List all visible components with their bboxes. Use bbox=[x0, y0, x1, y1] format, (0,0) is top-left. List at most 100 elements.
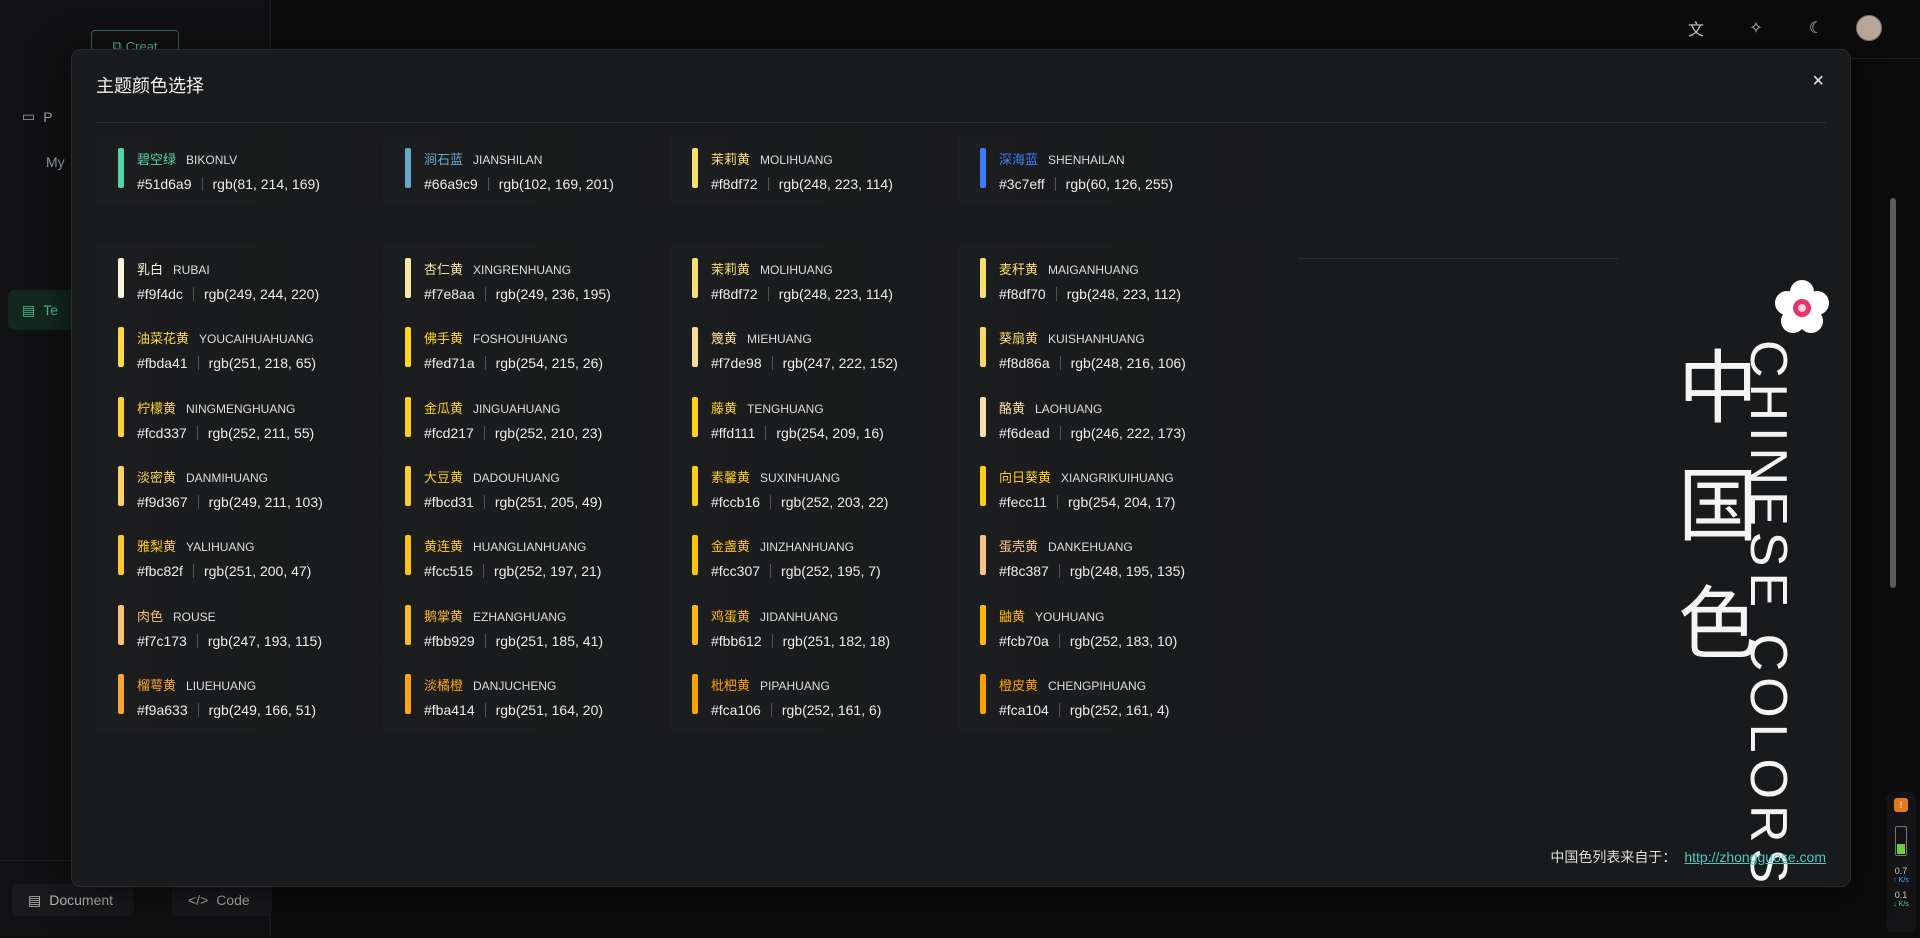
color-rgb: rgb(252, 203, 22) bbox=[781, 493, 889, 510]
divider bbox=[484, 287, 486, 301]
color-card[interactable]: 涧石蓝 JIANSHILAN #66a9c9 rgb(102, 169, 201) bbox=[383, 135, 723, 205]
color-swatch bbox=[118, 673, 124, 714]
color-name-cn: 乳白 bbox=[137, 262, 164, 277]
avatar[interactable] bbox=[1856, 15, 1882, 41]
color-swatch bbox=[405, 258, 411, 298]
close-icon[interactable]: × bbox=[1812, 70, 1824, 92]
divider bbox=[192, 287, 194, 301]
color-rgb: rgb(248, 223, 114) bbox=[778, 176, 893, 192]
color-name-cn: 金盏黄 bbox=[711, 539, 751, 555]
color-swatch bbox=[118, 396, 124, 437]
color-card[interactable]: 杏仁黄 XINGRENHUANG #f7e8aa rgb(249, 236, 195) bbox=[383, 245, 723, 315]
color-name: 涧石蓝 JIANSHILAN bbox=[424, 149, 542, 168]
color-name-pinyin: MAIGANHUANG bbox=[1048, 263, 1139, 277]
color-card[interactable]: 鸡蛋黄 JIDANHUANG #fbb612 rgb(251, 182, 18) bbox=[670, 591, 1010, 662]
color-values: #f8df72 rgb(248, 223, 114) bbox=[711, 286, 893, 302]
color-rgb: rgb(246, 222, 173) bbox=[1070, 424, 1186, 441]
color-card[interactable]: 柠檬黄 NINGMENGHUANG #fcd337 rgb(252, 211, 55) bbox=[96, 383, 436, 454]
color-name: 酪黄 LAOHUANG bbox=[999, 398, 1102, 417]
color-name-pinyin: EZHANGHUANG bbox=[473, 609, 567, 624]
color-swatch bbox=[980, 535, 986, 576]
color-hex: #fccb16 bbox=[711, 493, 761, 510]
sidebar-item-p[interactable]: ▭ P bbox=[22, 108, 53, 125]
divider bbox=[483, 494, 485, 509]
color-rgb: rgb(252, 183, 10) bbox=[1069, 632, 1178, 649]
code-label: Code bbox=[216, 892, 250, 908]
color-name: 茉莉黄 MOLIHUANG bbox=[711, 259, 833, 278]
color-name-pinyin: SUXINHUANG bbox=[760, 470, 841, 485]
color-card[interactable]: 藤黄 TENGHUANG #ffd111 rgb(254, 209, 16) bbox=[670, 383, 1010, 454]
color-card[interactable]: 酪黄 LAOHUANG #f6dead rgb(246, 222, 173) bbox=[958, 383, 1298, 454]
color-hex: #fbc82f bbox=[137, 563, 183, 580]
color-card[interactable]: 乳白 RUBAI #f9f4dc rgb(249, 244, 220) bbox=[96, 245, 436, 315]
color-rgb: rgb(247, 222, 152) bbox=[782, 355, 898, 372]
color-hex: #51d6a9 bbox=[137, 176, 192, 192]
color-card[interactable]: 向日葵黄 XIANGRIKUIHUANG #fecc11 rgb(254, 204, … bbox=[958, 452, 1298, 523]
color-card[interactable]: 油菜花黄 YOUCAIHUAHUANG #fbda41 rgb(251, 218, 6… bbox=[96, 314, 436, 385]
scrollbar[interactable] bbox=[1890, 198, 1896, 588]
color-values: #f8df72 rgb(248, 223, 114) bbox=[711, 176, 893, 192]
color-name: 黄连黄 HUANGLIANHUANG bbox=[424, 536, 586, 555]
document-button[interactable]: ▤ Document bbox=[12, 884, 134, 916]
color-name: 鹅掌黄 EZHANGHUANG bbox=[424, 606, 566, 625]
color-rgb: rgb(251, 205, 49) bbox=[494, 493, 603, 510]
color-card[interactable]: 深海蓝 SHENHAILAN #3c7eff rgb(60, 126, 255) bbox=[958, 135, 1298, 205]
divider bbox=[197, 494, 199, 509]
color-name-pinyin: JINZHANHUANG bbox=[760, 540, 855, 555]
document-icon: ▤ bbox=[28, 891, 42, 908]
color-rgb: rgb(252, 210, 23) bbox=[494, 424, 603, 441]
color-rgb: rgb(252, 197, 21) bbox=[494, 563, 602, 580]
color-name-cn: 榴萼黄 bbox=[137, 677, 177, 693]
color-rgb: rgb(248, 223, 114) bbox=[778, 286, 893, 302]
color-values: #fbb929 rgb(251, 185, 41) bbox=[424, 633, 603, 649]
color-card[interactable]: 枇杷黄 PIPAHUANG #fca106 rgb(252, 161, 6) bbox=[670, 660, 1010, 731]
color-card[interactable]: 素馨黄 SUXINHUANG #fccb16 rgb(252, 203, 22) bbox=[670, 452, 1010, 523]
color-name-pinyin: SHENHAILAN bbox=[1048, 153, 1125, 167]
color-card[interactable]: 榴萼黄 LIUEHUANG #f9a633 rgb(249, 166, 51) bbox=[96, 660, 436, 731]
color-name-cn: 藤黄 bbox=[711, 400, 738, 416]
color-card[interactable]: 大豆黄 DADOUHUANG #fbcd31 rgb(251, 205, 49) bbox=[383, 452, 723, 523]
color-swatch bbox=[692, 396, 698, 437]
shield-icon: ! bbox=[1894, 798, 1908, 812]
color-card[interactable]: 橙皮黄 CHENGPIHUANG #fca104 rgb(252, 161, 4) bbox=[958, 660, 1298, 731]
color-card[interactable]: 淡橘橙 DANJUCHENG #fba414 rgb(251, 164, 20) bbox=[383, 660, 723, 731]
color-card[interactable]: 葵扇黄 KUISHANHUANG #f8d86a rgb(248, 216, 106) bbox=[958, 314, 1298, 385]
color-card[interactable]: 雅梨黄 YALIHUANG #fbc82f rgb(251, 200, 47) bbox=[96, 522, 436, 593]
code-button[interactable]: </> Code bbox=[172, 884, 272, 916]
color-values: #fecc11 rgb(254, 204, 17) bbox=[999, 494, 1175, 510]
color-card[interactable]: 蛋壳黄 DANKEHUANG #f8c387 rgb(248, 195, 135) bbox=[958, 522, 1298, 593]
source-link[interactable]: http://zhongguose.com bbox=[1684, 849, 1826, 865]
divider bbox=[192, 564, 194, 579]
color-card[interactable]: 麦秆黄 MAIGANHUANG #f8df70 rgb(248, 223, 112) bbox=[958, 245, 1298, 315]
color-rgb: rgb(251, 164, 20) bbox=[495, 701, 604, 718]
color-card[interactable]: 茉莉黄 MOLIHUANG #f8df72 rgb(248, 223, 114) bbox=[670, 245, 1010, 315]
color-card[interactable]: 篾黄 MIEHUANG #f7de98 rgb(247, 222, 152) bbox=[670, 314, 1010, 385]
color-name: 金盏黄 JINZHANHUANG bbox=[711, 536, 854, 555]
color-card[interactable]: 鼬黄 YOUHUANG #fcb70a rgb(252, 183, 10) bbox=[958, 591, 1298, 662]
color-card[interactable]: 鹅掌黄 EZHANGHUANG #fbb929 rgb(251, 185, 41) bbox=[383, 591, 723, 662]
color-rgb: rgb(60, 126, 255) bbox=[1065, 176, 1174, 192]
color-name-cn: 淡橘橙 bbox=[424, 677, 464, 693]
sidebar-item-my[interactable]: My bbox=[46, 154, 65, 170]
color-card[interactable]: 肉色 ROUSE #f7c173 rgb(247, 193, 115) bbox=[96, 591, 436, 662]
color-name-cn: 佛手黄 bbox=[424, 331, 464, 347]
color-values: #66a9c9 rgb(102, 169, 201) bbox=[424, 176, 614, 192]
color-card[interactable]: 金瓜黄 JINGUAHUANG #fcd217 rgb(252, 210, 23) bbox=[383, 383, 723, 454]
moon-icon[interactable]: ☾ bbox=[1808, 20, 1824, 37]
color-card[interactable]: 金盏黄 JINZHANHUANG #fcc307 rgb(252, 195, 7) bbox=[670, 522, 1010, 593]
color-swatch bbox=[118, 535, 124, 576]
translate-icon[interactable]: 文 bbox=[1687, 22, 1704, 39]
color-card[interactable]: 碧空绿 BIKONLV #51d6a9 rgb(81, 214, 169) bbox=[96, 135, 436, 205]
color-card[interactable]: 茉莉黄 MOLIHUANG #f8df72 rgb(248, 223, 114) bbox=[670, 135, 1010, 205]
color-hex: #fbb929 bbox=[424, 632, 475, 649]
color-card[interactable]: 黄连黄 HUANGLIANHUANG #fcc515 rgb(252, 197, 21… bbox=[383, 522, 723, 593]
magic-wand-icon[interactable]: ✧ bbox=[1749, 20, 1763, 37]
color-values: #f8df70 rgb(248, 223, 112) bbox=[999, 286, 1181, 302]
color-name-pinyin: YALIHUANG bbox=[186, 540, 255, 555]
divider bbox=[1054, 177, 1056, 191]
color-card[interactable]: 淡密黄 DANMIHUANG #f9d367 rgb(249, 211, 103) bbox=[96, 452, 436, 523]
color-card[interactable]: 佛手黄 FOSHOUHUANG #fed71a rgb(254, 215, 26) bbox=[383, 314, 723, 385]
color-name: 茉莉黄 MOLIHUANG bbox=[711, 149, 833, 168]
divider bbox=[1058, 633, 1060, 648]
color-hex: #f8df72 bbox=[711, 176, 758, 192]
